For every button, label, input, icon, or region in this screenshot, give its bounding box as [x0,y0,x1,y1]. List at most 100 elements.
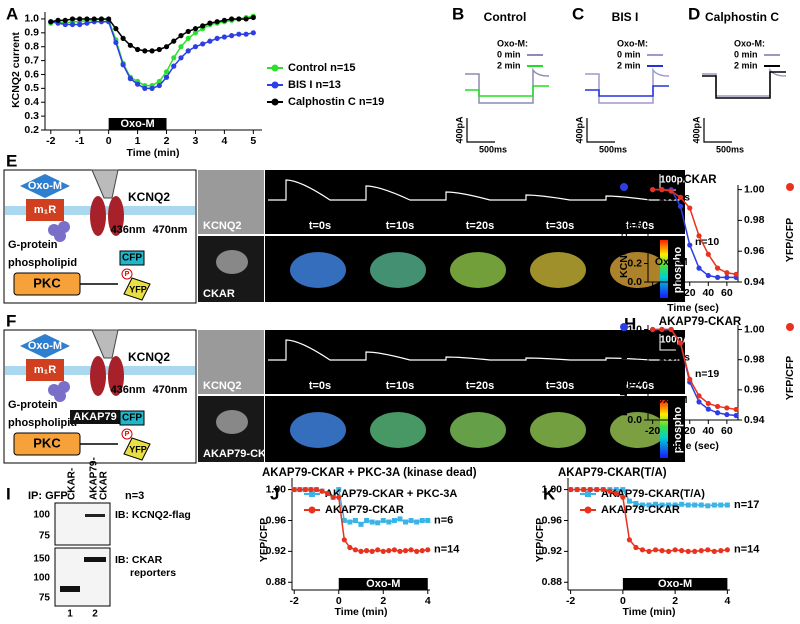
marker-label: 100 [33,510,50,521]
point [77,16,83,22]
point [685,502,691,508]
point [375,547,381,553]
point [325,490,331,497]
point [574,486,580,493]
y2-tick-label: 0.96 [744,245,765,257]
channel-label: KCNQ2 [128,190,170,204]
scale-label: 100pA [660,335,690,346]
image-label: KCNQ2 [203,220,242,232]
point [718,502,724,508]
current-trace [465,67,550,104]
ratio-cell [610,412,666,448]
point [106,16,112,22]
chart-title: AKAP79-CKAR [659,316,742,328]
point [214,19,220,25]
legend-label: 2 min [734,60,758,70]
chart-title: CKAR [683,174,717,186]
point [171,55,177,61]
series-line [652,188,737,276]
ratio-cell [610,252,666,288]
point [163,44,170,50]
x-axis-label: Time (sec) [667,440,719,452]
point [620,487,626,493]
lane-number: 2 [92,609,98,620]
y-tick-label: 0.0 [627,276,642,288]
x-tick-label: -2 [46,135,55,147]
point [698,548,704,554]
legend-marker [584,506,592,514]
channel [108,196,124,236]
marker-label: 75 [39,531,51,542]
annotation: n=19 [695,368,719,380]
x-tick-label: 0 [668,425,674,437]
cfp-label: CFP [122,253,142,264]
time-label: t=0s [309,380,331,392]
kinase-label: PKC [33,435,61,450]
point [687,205,693,211]
legend-label: 0 min [734,49,758,59]
scale-label: 100ms [659,353,691,364]
legend-marker [271,81,279,89]
marker-label: 100 [33,573,50,584]
point [375,520,381,526]
g-protein [58,381,70,393]
point [214,35,220,41]
point [243,16,249,22]
y2-tick-label: 0.98 [744,214,765,226]
y-tick-label: 0.0 [627,414,642,426]
point [419,548,425,554]
stimulus-bar [108,118,167,130]
point [313,486,320,493]
point [142,48,148,54]
x-tick-label: -2 [290,595,299,607]
point [696,393,702,399]
point [568,486,574,493]
chart-title: AKAP79-CKAR(T/A) [558,467,667,479]
x-axis-label: Time (min) [127,147,180,159]
point [587,486,593,493]
panel-label: D [688,4,700,23]
blot-title: IP: GFP [28,490,68,502]
point [705,503,711,509]
point [178,55,184,61]
n-label: n=3 [125,490,144,502]
point [724,270,730,276]
point [626,537,633,543]
point [229,33,235,39]
point [84,16,90,22]
point [221,17,227,23]
point [156,46,162,53]
y2-tick-label: 1.00 [744,183,765,195]
lipid-label: phospholipid [8,257,77,269]
panel-label: I [6,484,11,503]
drug-label: Oxo-M [28,340,62,352]
point [600,486,606,493]
legend-title: Oxo-M: [617,38,648,48]
point [250,14,256,21]
point [650,326,656,333]
x-tick-label: 20 [684,425,696,437]
point [714,403,721,410]
point [672,547,678,553]
point [69,16,76,22]
ratio-cell [370,412,426,448]
yfp-label: YFP [129,444,147,454]
point [705,406,711,412]
point [120,35,126,41]
point [236,16,242,22]
point [341,517,347,523]
scale-bar [586,118,615,143]
y2-tick-label: 0.94 [744,414,765,426]
chart-title: AKAP79-CKAR + PKC-3A (kinase dead) [262,467,477,479]
receptor-label: m₁R [34,364,56,376]
recording [265,330,685,394]
point [646,548,652,554]
point [408,547,414,553]
y-tick-label: 1.0 [627,183,642,195]
x-axis-label: Time (min) [623,606,676,618]
point [733,271,739,277]
trace-title: BIS I [612,10,639,24]
y-axis-label: YFP/CFP [258,518,270,562]
trace-title: Calphostin C [705,10,779,24]
point [639,502,645,508]
